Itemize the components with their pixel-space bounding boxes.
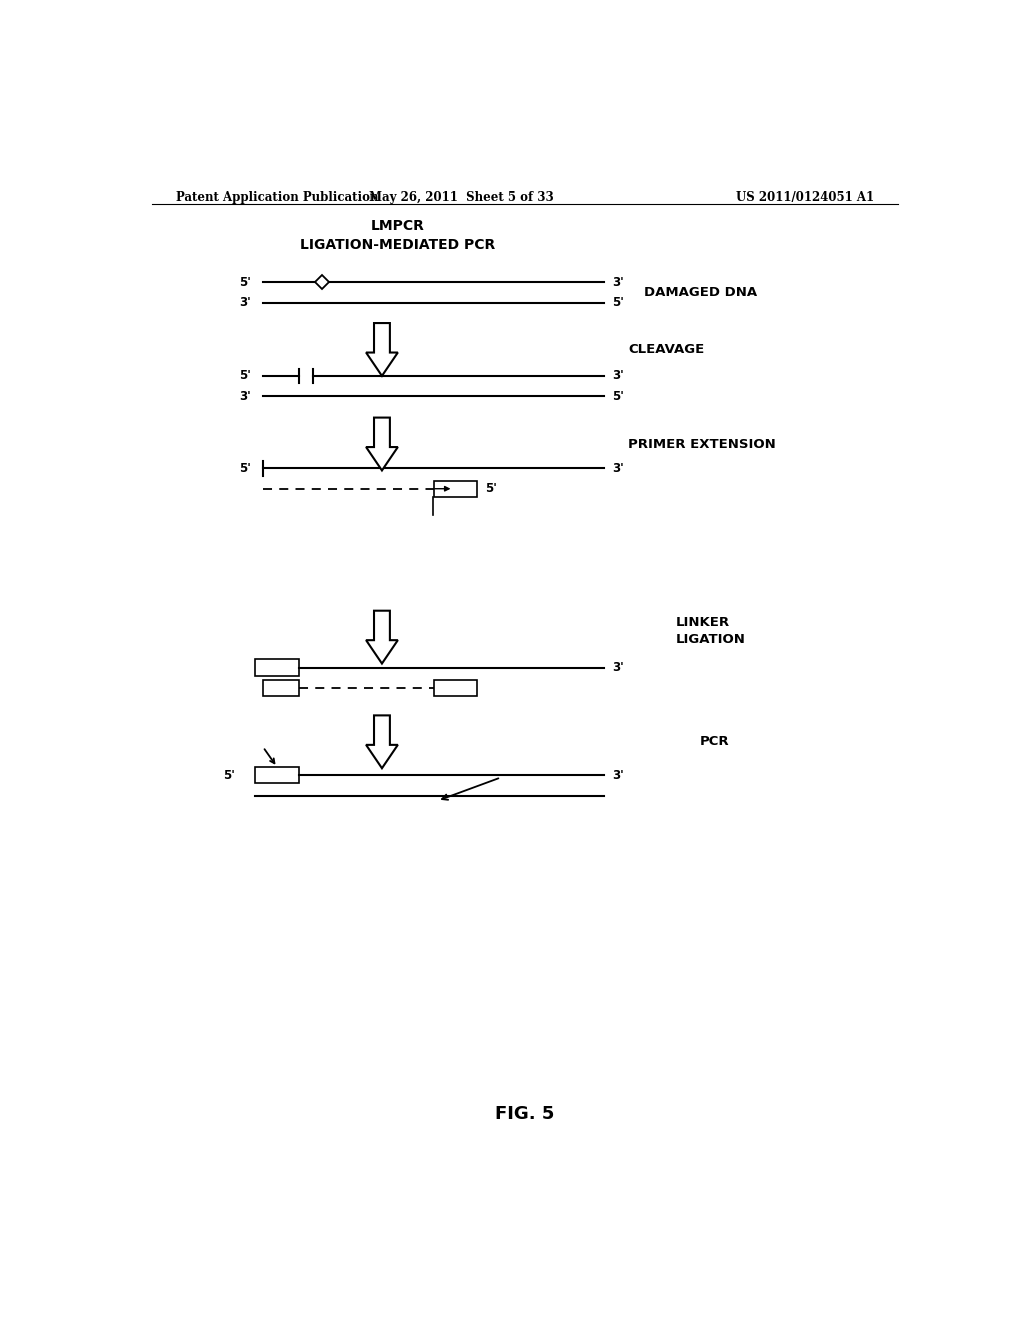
Text: 5': 5' bbox=[240, 370, 251, 383]
Bar bbox=[433, 480, 477, 496]
Text: 3': 3' bbox=[240, 389, 251, 403]
Text: Patent Application Publication: Patent Application Publication bbox=[176, 191, 378, 203]
Text: PCR: PCR bbox=[699, 735, 729, 748]
Polygon shape bbox=[367, 323, 397, 376]
Text: 5': 5' bbox=[612, 296, 624, 309]
Bar bbox=[255, 660, 299, 676]
Text: CLEAVAGE: CLEAVAGE bbox=[628, 343, 705, 356]
Text: DAMAGED DNA: DAMAGED DNA bbox=[644, 286, 757, 300]
Text: 5': 5' bbox=[612, 389, 624, 403]
Text: LINKER
LIGATION: LINKER LIGATION bbox=[676, 616, 745, 645]
Text: 5': 5' bbox=[240, 276, 251, 289]
Text: LMPCR: LMPCR bbox=[371, 219, 425, 234]
Polygon shape bbox=[367, 715, 397, 768]
Text: 3': 3' bbox=[612, 661, 624, 675]
Text: 3': 3' bbox=[612, 276, 624, 289]
Text: 3': 3' bbox=[240, 296, 251, 309]
Text: LIGATION-MEDIATED PCR: LIGATION-MEDIATED PCR bbox=[300, 238, 496, 252]
Text: 5': 5' bbox=[240, 462, 251, 475]
Bar bbox=[263, 680, 299, 696]
Text: US 2011/0124051 A1: US 2011/0124051 A1 bbox=[736, 191, 873, 203]
Bar bbox=[255, 767, 299, 784]
Text: FIG. 5: FIG. 5 bbox=[496, 1105, 554, 1123]
Text: 5': 5' bbox=[223, 768, 236, 781]
Text: 3': 3' bbox=[612, 462, 624, 475]
Text: PRIMER EXTENSION: PRIMER EXTENSION bbox=[628, 437, 776, 450]
Text: 5': 5' bbox=[485, 482, 497, 495]
Polygon shape bbox=[367, 417, 397, 470]
Text: May 26, 2011  Sheet 5 of 33: May 26, 2011 Sheet 5 of 33 bbox=[369, 191, 554, 203]
Text: 3': 3' bbox=[612, 768, 624, 781]
Polygon shape bbox=[367, 611, 397, 664]
Bar bbox=[433, 680, 477, 696]
Text: 3': 3' bbox=[612, 370, 624, 383]
